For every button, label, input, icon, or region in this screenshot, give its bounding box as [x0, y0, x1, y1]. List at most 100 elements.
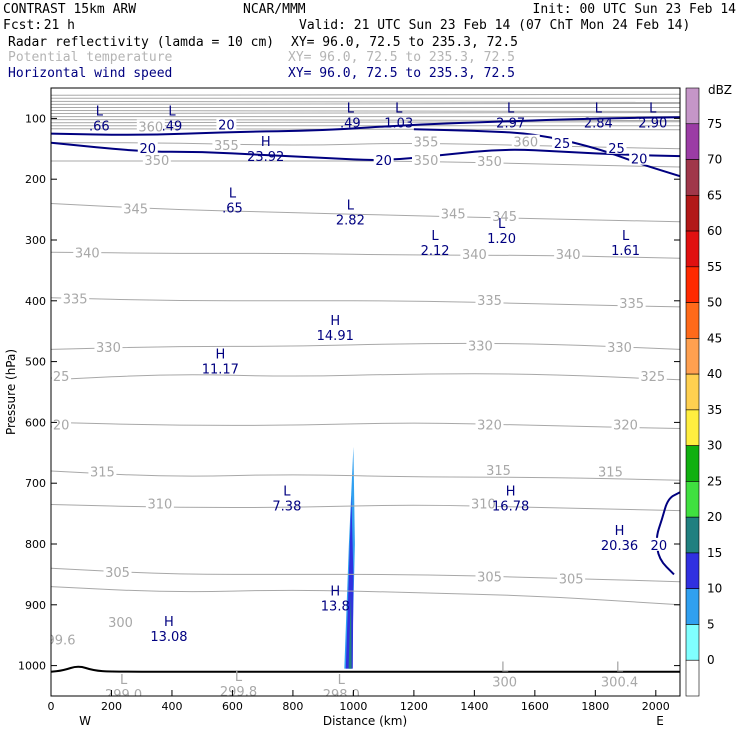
extremum-marker-L: L: [395, 101, 403, 116]
theta-label: 310: [471, 497, 496, 512]
extremum-value: 20.36: [601, 539, 638, 554]
extremum-marker-H: H: [330, 314, 340, 329]
wind-label-bg: [216, 117, 237, 131]
extremum-value: 16.78: [492, 499, 529, 514]
colorbar-level-label: 20: [707, 510, 722, 524]
extremum-value: 298.0: [323, 688, 360, 703]
x-tick-label: 800: [282, 700, 303, 713]
extremum-value: 2.84: [584, 116, 613, 131]
extremum-marker-H: H: [615, 524, 625, 539]
theta-label: 330: [96, 341, 121, 356]
theta-label: 320: [45, 418, 70, 433]
colorbar-level-label: 50: [707, 296, 722, 310]
theta-contours: [51, 93, 680, 606]
x-tick-label: 1200: [400, 700, 428, 713]
extremum-value: .65: [222, 201, 243, 216]
theta-label: 325: [45, 370, 70, 385]
extremum-marker-L: L: [96, 104, 104, 119]
extremum-value: 1.20: [487, 232, 516, 247]
theta-label: 305: [477, 570, 502, 585]
wind-label: 20: [651, 539, 668, 554]
wind-contour-20: [51, 116, 680, 136]
axes: 100 200 300 400 500 600 700 800 900 1000 0 200 400 60…: [18, 112, 680, 713]
theta-label-bg: [638, 368, 667, 382]
colorbar-swatch: [685, 588, 700, 625]
extremum-value: 300.4: [601, 676, 638, 691]
colorbar-swatch: [685, 445, 700, 482]
colorbar-level-label: 15: [707, 546, 722, 560]
extremum-value: 1.03: [384, 116, 413, 131]
theta-label-bg: [475, 417, 504, 431]
theta-label-bg: [511, 134, 540, 148]
theta-label: 355: [414, 136, 439, 151]
x-axis-label: Distance (km): [323, 714, 407, 728]
x-tick-label: 600: [222, 700, 243, 713]
theta-label-bg: [484, 463, 513, 477]
edge-label: 99.6: [47, 633, 76, 648]
x-tick-label: 2000: [642, 700, 670, 713]
terrain-layer: [51, 665, 680, 673]
theta-label-bg: [475, 292, 504, 306]
theta-label: 345: [123, 203, 148, 218]
colorbar-swatch: [685, 338, 700, 375]
x-tick-label: 1600: [521, 700, 549, 713]
colorbar-level-label: 55: [707, 260, 722, 274]
theta-label-bg: [103, 565, 132, 579]
theta-contour-350: [51, 160, 680, 168]
extremum-marker-L: L: [595, 101, 603, 116]
colorbar-swatch: [685, 302, 700, 339]
extremum-marker-L: L: [347, 199, 355, 214]
extremum-value: 2.97: [496, 116, 525, 131]
extremum-value: 7.38: [272, 499, 301, 514]
theta-contour-305: [51, 567, 680, 583]
theta-label-bg: [411, 134, 440, 148]
theta-label: 335: [477, 294, 502, 309]
extremum-marker-L: L: [283, 484, 291, 499]
extremum-marker-L: L: [338, 673, 346, 688]
wind-contour-20: [655, 491, 680, 576]
extremum-marker-L: L: [622, 229, 630, 244]
theta-contour-upper: [51, 110, 680, 112]
theta-label-bg: [142, 152, 171, 166]
org-label: NCAR/MMM: [243, 2, 306, 17]
theta-contour-340: [51, 251, 680, 259]
theta-label: 330: [468, 339, 493, 354]
reflectivity-cell-10dbz: [345, 495, 354, 669]
field-name-reflectivity: Radar reflectivity (lamda = 10 cm): [8, 35, 274, 50]
theta-label: 340: [556, 248, 581, 263]
extremum-value: 11.17: [202, 363, 239, 378]
colorbar-swatch: [685, 552, 700, 590]
x-end-label-east: E: [656, 714, 664, 728]
theta-label-bg: [557, 571, 586, 585]
extremum-value: 23.92: [247, 150, 284, 165]
extremum-marker-L: L: [507, 101, 515, 116]
extremum-value: .49: [340, 116, 361, 131]
extremum-value: 2.12: [421, 244, 450, 259]
theta-label: 340: [75, 246, 100, 261]
extremum-marker-L: L: [168, 104, 176, 119]
colorbar-swatch: [685, 481, 700, 518]
reflectivity-cell-15dbz: [348, 592, 352, 669]
theta-label: 315: [486, 464, 511, 479]
colorbar-level-label: 45: [707, 331, 722, 345]
theta-label: 360: [138, 121, 163, 136]
extremum-value: 13.8: [321, 600, 350, 615]
theta-contour-upper: [51, 102, 680, 105]
extremum-marker-L: L: [120, 673, 128, 688]
theta-label: 325: [640, 370, 665, 385]
theta-contour-315: [51, 470, 680, 481]
theta-contour-310: [51, 504, 680, 512]
extremum-value: 13.08: [150, 630, 187, 645]
theta-contour-upper: [51, 93, 680, 96]
colorbar-level-label: 40: [707, 367, 722, 381]
y-tick-label: 1000: [18, 660, 46, 673]
theta-label-bg: [460, 247, 489, 261]
theta-label-bg: [136, 119, 165, 133]
contour-labels: 300 305 305 305 310 310 315 315 315 320 320 320 325 3…: [45, 101, 669, 703]
x-tick-label: 200: [101, 700, 122, 713]
theta-label-bg: [611, 417, 640, 431]
colorbar-swatch: [685, 409, 700, 446]
x-tick-label: 1400: [460, 700, 488, 713]
